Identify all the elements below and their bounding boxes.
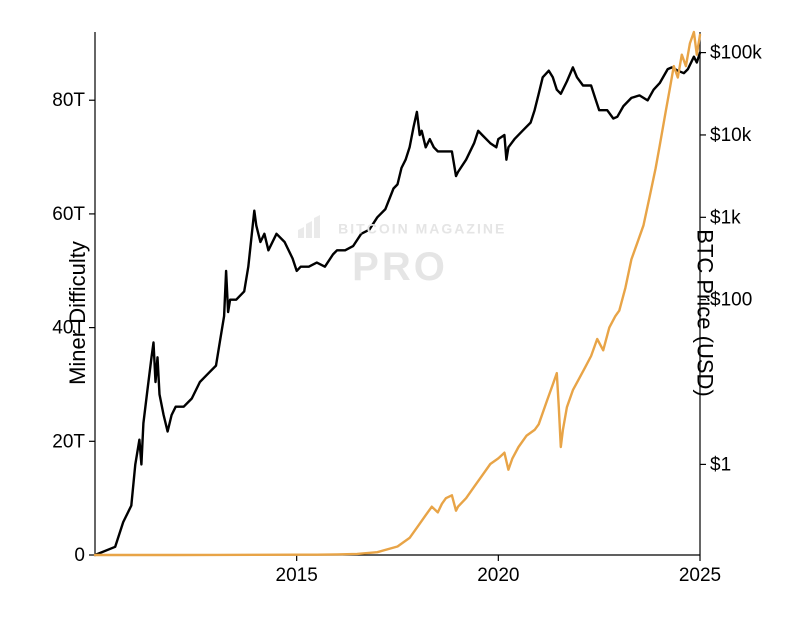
left-tick-label: 20T bbox=[52, 431, 85, 452]
chart-container: Miner Difficulty BTC Price (USD) BITCOIN… bbox=[0, 0, 794, 626]
chart-svg: 020T40T60T80T$1$100$1k$10k$100k201520202… bbox=[0, 0, 794, 626]
right-tick-label: $100k bbox=[710, 43, 762, 64]
right-tick-label: $1 bbox=[710, 454, 731, 475]
left-axis-label: Miner Difficulty bbox=[65, 241, 91, 385]
left-tick-label: 60T bbox=[52, 204, 85, 225]
right-tick-label: $1k bbox=[710, 207, 741, 228]
left-tick-label: 0 bbox=[74, 545, 85, 566]
right-tick-label: $10k bbox=[710, 125, 752, 146]
series-btc-price bbox=[95, 53, 700, 555]
x-tick-label: 2025 bbox=[679, 565, 721, 586]
x-tick-label: 2020 bbox=[477, 565, 519, 586]
x-tick-label: 2015 bbox=[276, 565, 318, 586]
series-miner-difficulty bbox=[95, 32, 700, 555]
right-axis-label: BTC Price (USD) bbox=[691, 229, 717, 396]
left-tick-label: 80T bbox=[52, 90, 85, 111]
